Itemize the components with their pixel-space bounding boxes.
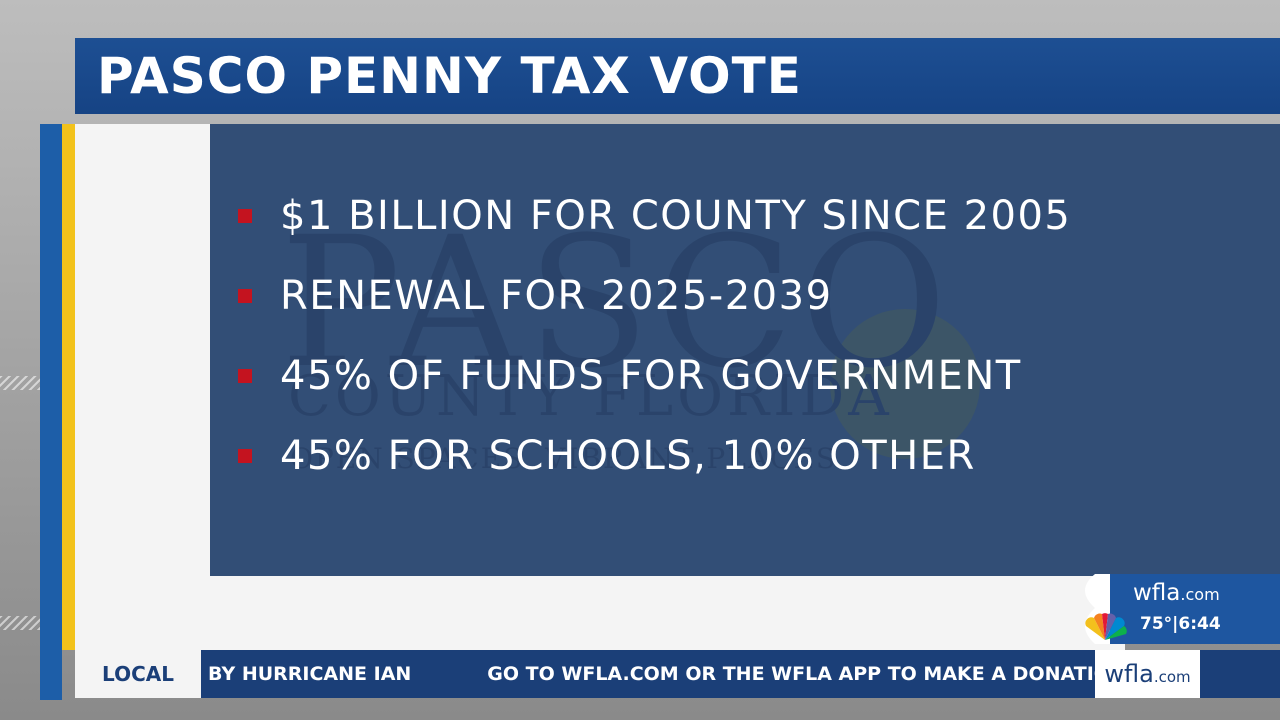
watermark-county: COUNTY FLORIDA [288, 364, 893, 429]
left-blue-accent [40, 124, 62, 700]
weather-time: 75°|6:44 [1140, 614, 1221, 634]
bullet-text: $1 BILLION FOR COUNTY SINCE 2005 [280, 193, 1072, 239]
bullet-item: 45% OF FUNDS FOR GOVERNMENT [238, 336, 1071, 416]
news-ticker: LOCAL BY HURRICANE IAN GO TO WFLA.COM OR… [75, 650, 1280, 698]
badge-background [1110, 574, 1280, 644]
bullet-list: $1 BILLION FOR COUNTY SINCE 2005 RENEWAL… [238, 176, 1071, 496]
ticker-logo-name: wfla [1104, 660, 1154, 688]
bullet-item: RENEWAL FOR 2025-2039 [238, 256, 1071, 336]
bullet-square-icon [238, 289, 252, 303]
pasco-logo-watermark: PASCO COUNTY FLORIDA OPEN SPACES. VIBRAN… [280, 214, 1000, 504]
left-gold-accent [62, 124, 75, 650]
station-suffix: .com [1180, 585, 1220, 604]
ticker-logo: wfla.com [1095, 650, 1200, 698]
bullet-text: 45% FOR SCHOOLS, 10% OTHER [280, 433, 976, 479]
station-site: wfla.com [1133, 580, 1220, 606]
ticker-item: GO TO WFLA.COM OR THE WFLA APP TO MAKE A… [487, 663, 1103, 685]
bullet-box: PASCO COUNTY FLORIDA OPEN SPACES. VIBRAN… [210, 124, 1280, 576]
ticker-item: BY HURRICANE IAN [208, 663, 412, 685]
bullet-text: 45% OF FUNDS FOR GOVERNMENT [280, 353, 1022, 399]
bullet-item: $1 BILLION FOR COUNTY SINCE 2005 [238, 176, 1071, 256]
ticker-logo-text: wfla.com [1104, 660, 1190, 688]
station-bug: wfla.com 75°|6:44 [1075, 570, 1280, 646]
bullet-square-icon [238, 369, 252, 383]
sun-icon [830, 309, 980, 459]
ticker-text: BY HURRICANE IAN GO TO WFLA.COM OR THE W… [208, 650, 1103, 698]
bullet-text: RENEWAL FOR 2025-2039 [280, 273, 833, 319]
bullet-square-icon [238, 209, 252, 223]
bullet-square-icon [238, 449, 252, 463]
nbc-peacock-icon [1085, 613, 1127, 640]
ticker-label: LOCAL [75, 650, 201, 698]
ticker-logo-suffix: .com [1153, 668, 1191, 686]
watermark-tagline: OPEN SPACES. VIBRANT PLACES. [290, 442, 847, 475]
graphic-title: PASCO PENNY TAX VOTE [97, 47, 802, 105]
title-bar: PASCO PENNY TAX VOTE [75, 38, 1280, 114]
watermark-pasco: PASCO [280, 199, 954, 408]
bullet-item: 45% FOR SCHOOLS, 10% OTHER [238, 416, 1071, 496]
station-name: wfla [1133, 580, 1181, 606]
